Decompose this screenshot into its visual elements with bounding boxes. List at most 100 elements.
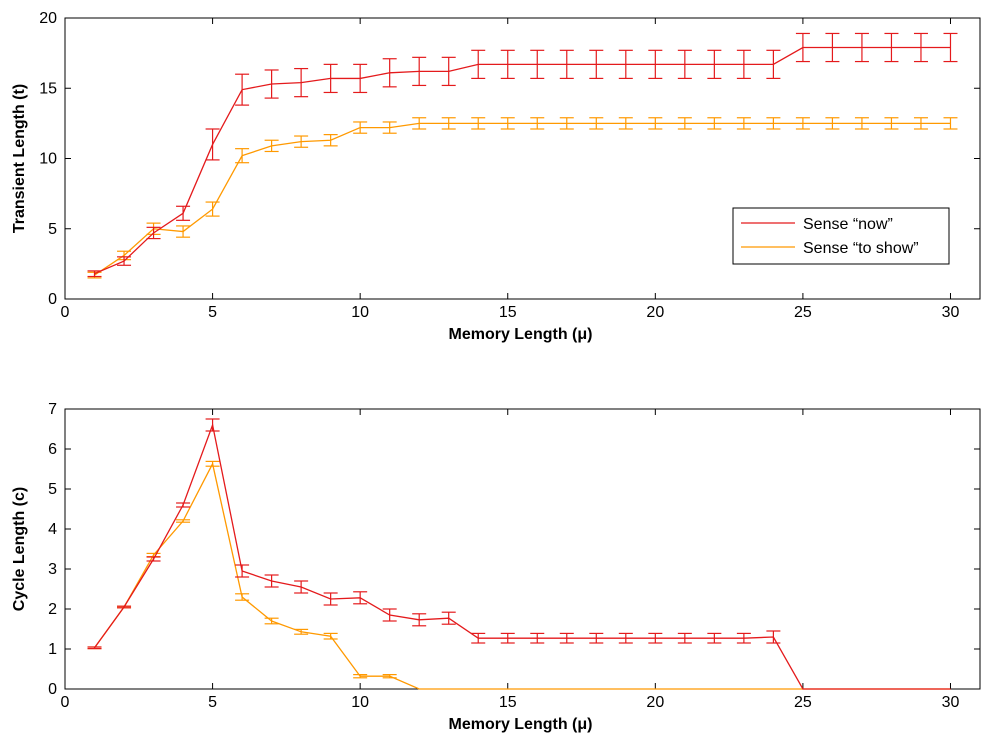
error-bar xyxy=(618,632,633,644)
x-tick-label: 20 xyxy=(646,694,664,711)
error-bar xyxy=(500,49,515,80)
y-tick-label: 7 xyxy=(48,401,57,418)
error-bar xyxy=(707,632,722,644)
error-bar xyxy=(323,63,338,94)
y-tick-label: 6 xyxy=(48,441,57,458)
legend-label-1: Sense “now” xyxy=(803,216,893,233)
legend-label-2: Sense “to show” xyxy=(803,240,919,257)
error-bar xyxy=(353,63,368,94)
legend-box xyxy=(732,207,950,265)
error-bar xyxy=(589,49,604,80)
y-tick-label: 2 xyxy=(48,601,57,618)
error-bar xyxy=(618,49,633,80)
series-1 xyxy=(87,418,951,690)
error-bar xyxy=(382,58,397,88)
x-axis-label: Memory Length (μ) xyxy=(448,326,592,343)
error-bar xyxy=(795,117,810,130)
series-line xyxy=(94,46,951,275)
error-bar xyxy=(707,49,722,80)
error-bar xyxy=(146,552,161,558)
chart-panel-1: 0 5 10 15 20 25 30 0 5 10 15 20 Memory Length (μ) Tra… xyxy=(11,10,981,343)
x-tick-label: 25 xyxy=(794,304,812,321)
error-bar xyxy=(677,632,692,644)
error-bar xyxy=(412,613,427,627)
error-bar xyxy=(235,564,250,578)
error-bar xyxy=(353,121,368,134)
error-bar xyxy=(589,117,604,130)
error-bar xyxy=(559,117,574,130)
error-bar xyxy=(264,139,279,153)
error-bar xyxy=(176,502,191,508)
error-bar xyxy=(884,117,899,130)
x-tick-label: 0 xyxy=(61,694,70,711)
error-bar xyxy=(825,117,840,130)
error-bar xyxy=(294,135,309,148)
error-bar xyxy=(471,117,486,130)
error-bar xyxy=(323,632,338,640)
y-tick-label: 5 xyxy=(48,481,57,498)
error-bar xyxy=(766,49,781,80)
error-bar xyxy=(264,617,279,625)
y-tick-label: 0 xyxy=(48,681,57,698)
error-bar xyxy=(382,673,397,679)
error-bar xyxy=(235,593,250,601)
error-bar xyxy=(176,519,191,523)
error-bar xyxy=(205,418,220,432)
legend: Sense “now” Sense “to show” xyxy=(732,207,950,265)
error-bar xyxy=(235,73,250,106)
y-tick-label: 15 xyxy=(39,80,57,97)
series-line xyxy=(93,461,951,690)
error-bar xyxy=(87,646,102,650)
y-axis-label: Transient Length (t) xyxy=(11,84,28,233)
x-tick-label: 0 xyxy=(61,304,70,321)
error-bar xyxy=(559,49,574,80)
error-bar xyxy=(854,32,869,63)
error-bar xyxy=(677,117,692,130)
error-bar xyxy=(943,117,958,130)
error-bar xyxy=(648,632,663,644)
series-2 xyxy=(87,117,958,279)
error-bar xyxy=(913,32,928,63)
x-tick-label: 30 xyxy=(942,694,960,711)
error-bar xyxy=(795,32,810,63)
error-bar xyxy=(648,117,663,130)
error-bar xyxy=(353,591,368,605)
error-bar xyxy=(235,148,250,164)
error-bar xyxy=(559,632,574,644)
error-bar xyxy=(736,117,751,130)
x-tick-label: 30 xyxy=(942,304,960,321)
y-tick-label: 10 xyxy=(39,151,57,168)
error-bar xyxy=(176,205,191,221)
error-bar xyxy=(766,117,781,130)
x-axis-label: Memory Length (μ) xyxy=(448,716,592,733)
error-bar xyxy=(884,32,899,63)
error-bar xyxy=(117,256,132,266)
x-tick-label: 15 xyxy=(499,304,517,321)
error-bar xyxy=(294,580,309,594)
error-bar xyxy=(205,460,220,467)
error-bar xyxy=(412,56,427,87)
x-tick-label: 15 xyxy=(499,694,517,711)
error-bar xyxy=(530,117,545,130)
plot-area-frame xyxy=(64,408,981,690)
series-line xyxy=(93,422,951,690)
y-tick-label: 20 xyxy=(39,10,57,27)
error-bar xyxy=(146,556,161,562)
error-bar xyxy=(500,117,515,130)
error-bar xyxy=(323,134,338,147)
error-bar xyxy=(589,632,604,644)
error-bar xyxy=(707,117,722,130)
x-tick-label: 5 xyxy=(208,694,217,711)
error-bar xyxy=(441,56,456,87)
error-bar xyxy=(382,121,397,134)
error-bar xyxy=(471,49,486,80)
error-bar xyxy=(736,49,751,80)
series-line xyxy=(94,122,951,276)
error-bar xyxy=(913,117,928,130)
y-tick-label: 3 xyxy=(48,561,57,578)
x-tick-label: 5 xyxy=(208,304,217,321)
series-2 xyxy=(87,460,951,690)
y-tick-label: 4 xyxy=(48,521,57,538)
error-bar xyxy=(441,117,456,130)
